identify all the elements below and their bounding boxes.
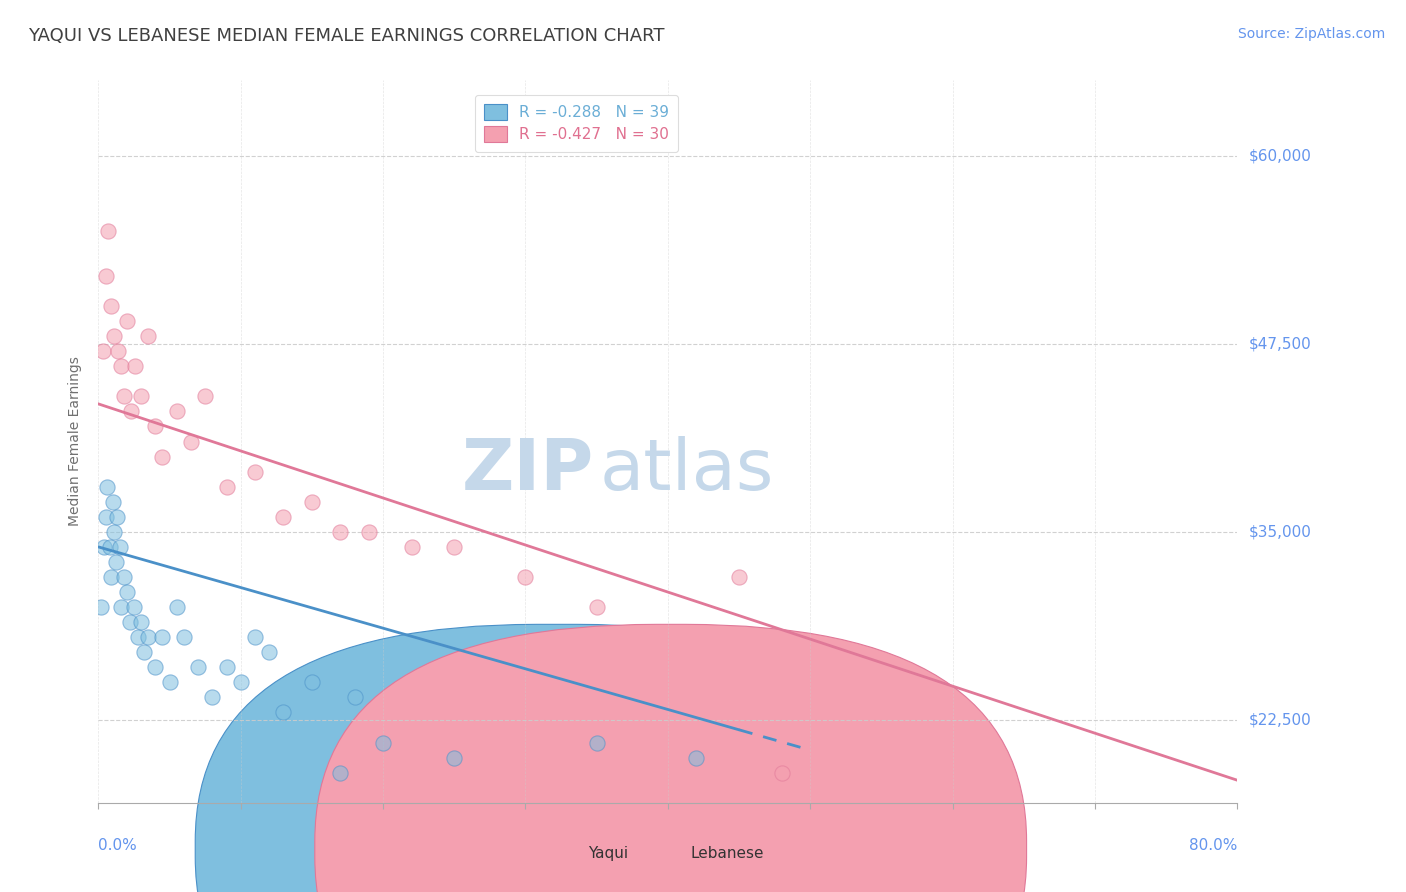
Point <box>187 660 209 674</box>
Text: YAQUI VS LEBANESE MEDIAN FEMALE EARNINGS CORRELATION CHART: YAQUI VS LEBANESE MEDIAN FEMALE EARNINGS… <box>28 27 665 45</box>
Text: 80.0%: 80.0% <box>1189 838 1237 853</box>
Point <box>103 524 125 539</box>
Point <box>105 509 128 524</box>
Point <box>215 480 238 494</box>
Point <box>93 540 115 554</box>
Point <box>515 570 537 584</box>
Y-axis label: Median Female Earnings: Median Female Earnings <box>67 357 82 526</box>
Point <box>90 600 112 615</box>
Point <box>94 268 117 283</box>
Point <box>329 524 352 539</box>
Point <box>115 585 138 599</box>
Text: 0.0%: 0.0% <box>98 838 138 853</box>
Point <box>194 389 217 403</box>
Point <box>145 660 167 674</box>
Text: $47,500: $47,500 <box>1249 336 1312 351</box>
FancyBboxPatch shape <box>315 624 1026 892</box>
Point <box>685 750 707 764</box>
Point <box>112 570 135 584</box>
Point <box>98 540 121 554</box>
Point <box>585 600 607 615</box>
Text: $60,000: $60,000 <box>1249 148 1312 163</box>
Point <box>273 509 295 524</box>
Point <box>243 630 266 644</box>
Point <box>343 690 366 705</box>
Point <box>301 675 323 690</box>
Point <box>108 540 131 554</box>
Point <box>129 389 152 403</box>
Text: $22,500: $22,500 <box>1249 713 1312 728</box>
Text: Lebanese: Lebanese <box>690 847 763 861</box>
Point <box>103 329 125 343</box>
Text: ZIP: ZIP <box>461 436 593 505</box>
Point <box>180 434 202 449</box>
Point <box>107 344 129 359</box>
Legend: R = -0.288   N = 39, R = -0.427   N = 30: R = -0.288 N = 39, R = -0.427 N = 30 <box>475 95 679 152</box>
Point <box>259 645 281 659</box>
Point <box>97 224 120 238</box>
Point <box>152 450 174 464</box>
Point <box>273 706 295 720</box>
Point <box>152 630 174 644</box>
Point <box>115 314 138 328</box>
Point <box>201 690 224 705</box>
Point <box>166 600 188 615</box>
Point <box>136 329 159 343</box>
Point <box>100 570 122 584</box>
Point <box>215 660 238 674</box>
Point <box>104 555 127 569</box>
Point <box>112 389 135 403</box>
Point <box>120 404 142 418</box>
FancyBboxPatch shape <box>195 624 918 892</box>
Text: Yaqui: Yaqui <box>588 847 628 861</box>
Point <box>110 359 132 374</box>
Point <box>124 359 146 374</box>
Point <box>100 299 122 313</box>
Point <box>728 570 751 584</box>
Point <box>127 630 149 644</box>
Point <box>118 615 141 630</box>
Point <box>770 765 793 780</box>
Point <box>110 600 132 615</box>
Point <box>243 465 266 479</box>
Point <box>91 344 114 359</box>
Point <box>443 540 465 554</box>
Point <box>301 494 323 508</box>
Point <box>329 765 352 780</box>
Point <box>129 615 152 630</box>
Point <box>166 404 188 418</box>
Point <box>122 600 145 615</box>
Text: Source: ZipAtlas.com: Source: ZipAtlas.com <box>1237 27 1385 41</box>
Point <box>136 630 159 644</box>
Point <box>585 735 607 749</box>
Point <box>159 675 181 690</box>
Point <box>229 675 252 690</box>
Text: atlas: atlas <box>599 436 773 505</box>
Point <box>94 509 117 524</box>
Point <box>357 524 380 539</box>
Point <box>173 630 195 644</box>
Point <box>145 419 167 434</box>
Point <box>132 645 155 659</box>
Point <box>96 480 118 494</box>
Point <box>401 540 423 554</box>
Text: $35,000: $35,000 <box>1249 524 1312 540</box>
Point <box>443 750 465 764</box>
Point <box>371 735 394 749</box>
Point <box>101 494 124 508</box>
